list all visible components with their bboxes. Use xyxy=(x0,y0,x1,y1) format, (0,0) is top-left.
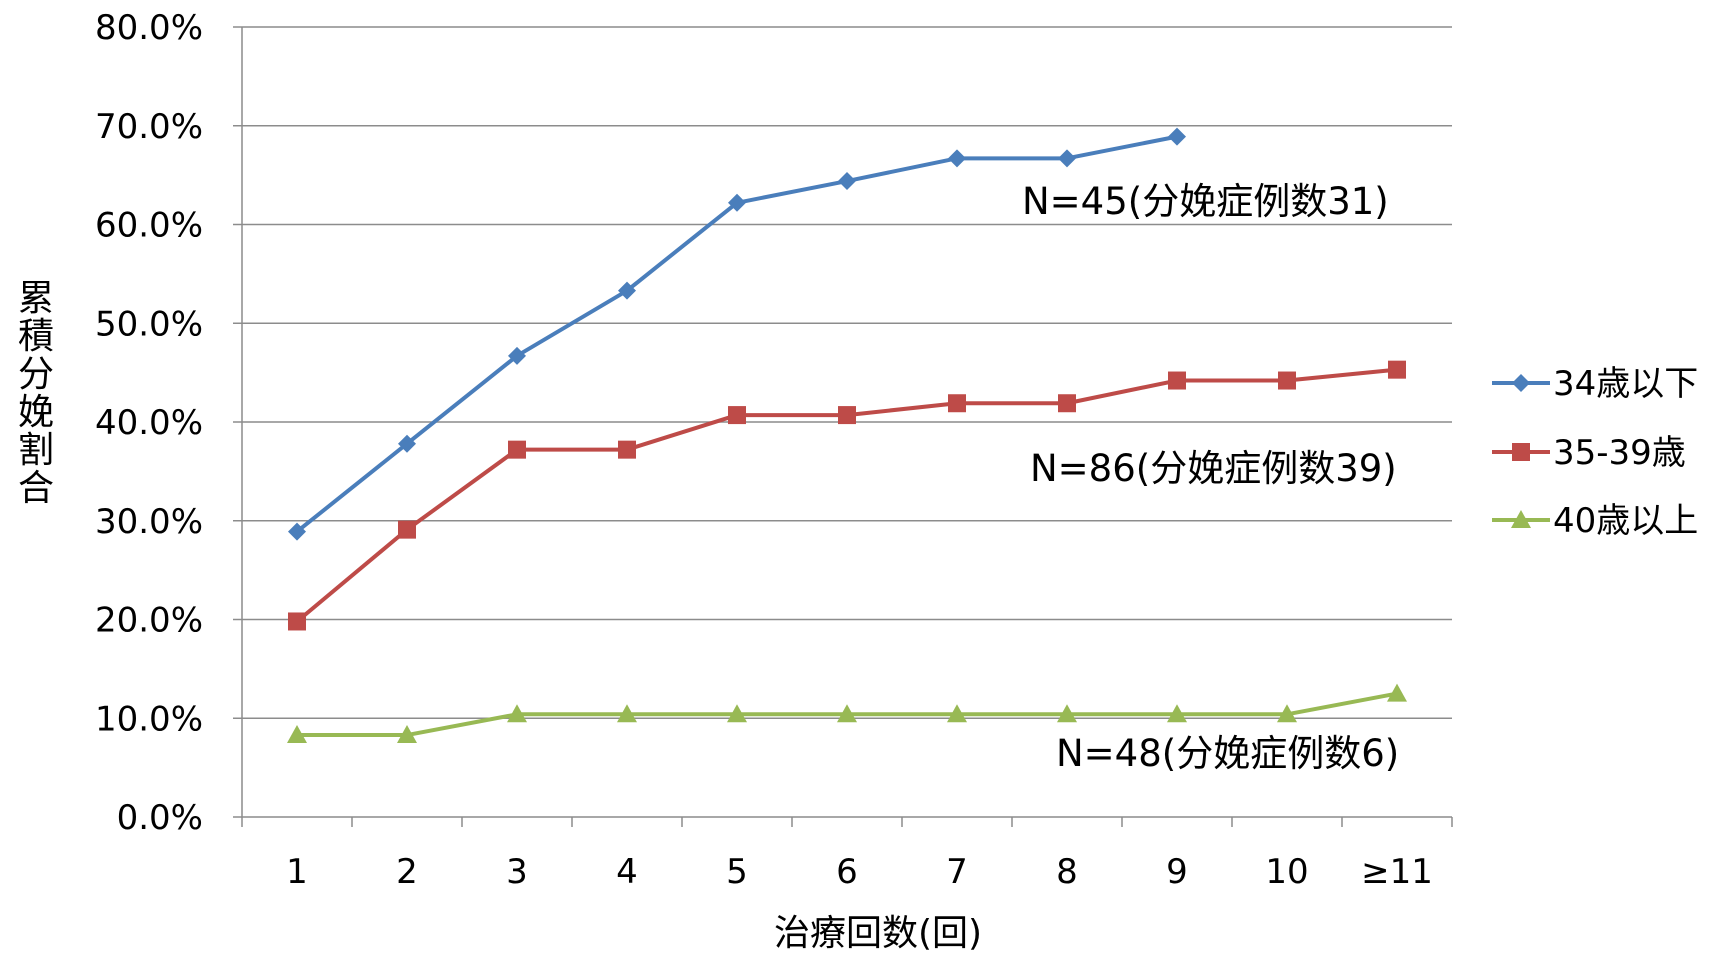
legend-item: 35-39歳 xyxy=(1492,433,1686,473)
data-point xyxy=(1168,127,1186,146)
legend-item: 34歳以下 xyxy=(1492,364,1698,404)
legend-marker xyxy=(1512,374,1530,392)
x-tick-label: 5 xyxy=(726,852,748,892)
data-point xyxy=(618,440,636,459)
y-tick-label: 30.0% xyxy=(95,502,203,542)
axes xyxy=(241,27,1453,827)
gridlines xyxy=(233,26,1452,818)
series-lines xyxy=(287,127,1407,744)
data-point xyxy=(288,612,306,631)
x-tick-label: 4 xyxy=(616,852,638,892)
data-point xyxy=(728,193,746,212)
x-tick-label: 9 xyxy=(1166,852,1188,892)
data-point xyxy=(947,704,967,723)
y-axis-ticks: 0.0% 10.0% 20.0% 30.0% 40.0% 50.0% 60.0% 70.0% 8… xyxy=(95,8,203,838)
data-point xyxy=(948,394,966,413)
legend-label: 34歳以下 xyxy=(1553,364,1698,404)
data-point xyxy=(617,704,637,723)
data-point xyxy=(398,520,416,539)
x-axis-ticks: 1 2 3 4 5 6 7 8 9 10 ≥11 xyxy=(286,852,1433,892)
y-tick-label: 80.0% xyxy=(95,8,203,48)
annotations: N=45(分娩症例数31) N=86(分娩症例数39) N=48(分娩症例数6) xyxy=(1022,180,1399,775)
data-point xyxy=(838,172,856,191)
x-tick-label: 6 xyxy=(836,852,858,892)
series-1 xyxy=(288,127,1186,541)
data-point xyxy=(727,704,747,723)
annotation-series-2: N=86(分娩症例数39) xyxy=(1030,447,1397,490)
data-point xyxy=(398,434,416,453)
data-point xyxy=(507,704,527,723)
data-point xyxy=(1278,371,1296,390)
series-2 xyxy=(288,360,1406,631)
data-point xyxy=(288,522,306,541)
annotation-series-3: N=48(分娩症例数6) xyxy=(1056,732,1399,775)
legend-marker xyxy=(1511,510,1531,528)
data-point xyxy=(1387,683,1407,702)
y-tick-label: 40.0% xyxy=(95,403,203,443)
y-tick-label: 0.0% xyxy=(117,798,203,838)
x-tick-label: 8 xyxy=(1056,852,1078,892)
legend-item: 40歳以上 xyxy=(1492,501,1698,541)
data-point xyxy=(1168,371,1186,390)
x-tick-label: 7 xyxy=(946,852,968,892)
data-point xyxy=(508,440,526,459)
data-point xyxy=(1057,704,1077,723)
data-point xyxy=(397,725,417,744)
legend: 34歳以下 35-39歳 40歳以上 xyxy=(1492,364,1698,541)
series-3 xyxy=(287,683,1407,744)
y-tick-label: 70.0% xyxy=(95,107,203,147)
y-tick-label: 20.0% xyxy=(95,601,203,641)
legend-marker xyxy=(1512,443,1530,461)
data-point xyxy=(508,346,526,365)
x-tick-label: ≥11 xyxy=(1361,852,1433,892)
data-point xyxy=(838,406,856,425)
legend-label: 40歳以上 xyxy=(1553,501,1698,541)
legend-label: 35-39歳 xyxy=(1553,433,1686,473)
y-tick-label: 60.0% xyxy=(95,206,203,246)
x-tick-label: 1 xyxy=(286,852,308,892)
data-point xyxy=(1167,704,1187,723)
x-tick-label: 10 xyxy=(1265,852,1308,892)
x-tick-label: 2 xyxy=(396,852,418,892)
annotation-series-1: N=45(分娩症例数31) xyxy=(1022,180,1389,223)
x-axis-title: 治療回数(回) xyxy=(774,913,982,954)
y-tick-label: 50.0% xyxy=(95,304,203,344)
y-axis-title: 累積分娩割合 xyxy=(18,278,54,509)
data-point xyxy=(287,725,307,744)
y-tick-label: 10.0% xyxy=(95,699,203,739)
data-point xyxy=(1277,704,1297,723)
data-point xyxy=(728,406,746,425)
data-point xyxy=(1388,360,1406,379)
data-point xyxy=(1058,149,1076,168)
data-point xyxy=(837,704,857,723)
data-point xyxy=(618,281,636,300)
x-tick-label: 3 xyxy=(506,852,528,892)
data-point xyxy=(948,149,966,168)
data-point xyxy=(1058,394,1076,413)
